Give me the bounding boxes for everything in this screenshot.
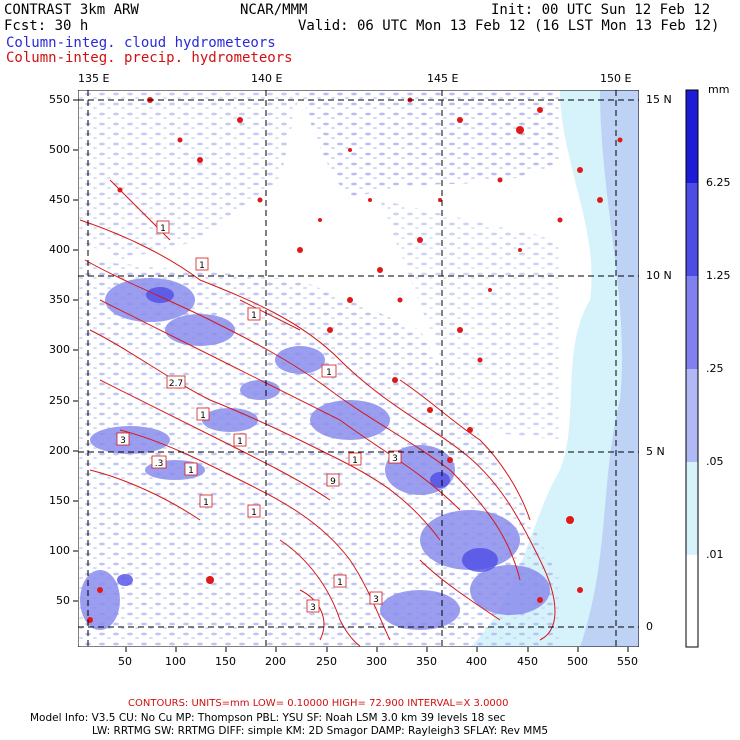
y-tick-label: 200 [49,444,70,457]
svg-text:1: 1 [352,456,358,466]
y-tick-label: 100 [49,544,70,557]
model-info-line2: LW: RRTMG SW: RRTMG DIFF: simple KM: 2D … [92,725,549,737]
lon-label-140: 140 E [251,72,283,85]
cloud-field-label: Column-integ. cloud hydrometeors [6,35,276,51]
y-tick-label: 450 [49,193,70,206]
colorbar-level: 6.25 [706,176,731,189]
svg-text:1: 1 [200,411,206,421]
svg-text:3: 3 [310,603,316,613]
colorbar-unit: mm [708,83,730,96]
colorbar-swatch-6 [686,555,698,647]
svg-text:1: 1 [337,578,343,588]
svg-text:1: 1 [188,466,194,476]
lon-label-150: 150 E [600,72,632,85]
y-tick-label: 500 [49,143,70,156]
x-tick-label: 150 [215,655,236,668]
contour-labels: 1 1 1 1 2.7 1 3 1 .3 1 9 1 3 1 1 3 1 3 [116,220,402,613]
lat-label-15n: 15 N [646,93,672,106]
x-tick-label: 50 [118,655,132,668]
colorbar-swatch-3 [686,276,698,369]
svg-text:.3: .3 [155,459,164,469]
y-tick-label: 150 [49,494,70,507]
colorbar-swatch-4 [686,369,698,462]
svg-text:1: 1 [199,261,205,271]
organization: NCAR/MMM [240,2,308,18]
x-tick-label: 200 [265,655,286,668]
colorbar [685,89,699,648]
precip-field-label: Column-integ. precip. hydrometeors [6,50,293,66]
x-tick-label: 100 [165,655,186,668]
model-info-line1: Model Info: V3.5 CU: No Cu MP: Thompson … [30,712,506,724]
forecast-hour: Fcst: 30 h [4,18,89,34]
lat-label-0: 0 [646,620,653,633]
colorbar-level: .05 [706,455,724,468]
y-tick-label: 300 [49,343,70,356]
y-tick-label: 400 [49,243,70,256]
colorbar-swatch-5 [686,462,698,555]
svg-text:3: 3 [373,595,379,605]
x-tick-label: 350 [416,655,437,668]
x-tick-label: 400 [466,655,487,668]
svg-text:3: 3 [120,436,126,446]
colorbar-level: .01 [706,548,724,561]
svg-text:1: 1 [203,498,209,508]
y-tick-label: 550 [49,93,70,106]
lat-label-10n: 10 N [646,269,672,282]
y-tick-label: 50 [56,594,70,607]
contours-info: CONTOURS: UNITS=mm LOW= 0.10000 HIGH= 72… [128,698,509,709]
map-plot-area: 1 1 1 1 2.7 1 3 1 .3 1 9 1 3 1 1 3 1 3 [78,90,639,647]
valid-time: Valid: 06 UTC Mon 13 Feb 12 (16 LST Mon … [298,18,720,34]
x-tick-label: 250 [316,655,337,668]
init-time: Init: 00 UTC Sun 12 Feb 12 [491,2,711,18]
svg-text:1: 1 [251,311,257,321]
lon-label-145: 145 E [427,72,459,85]
colorbar-level: .25 [706,362,724,375]
svg-text:2.7: 2.7 [169,379,183,389]
svg-text:1: 1 [326,368,332,378]
colorbar-swatch-1 [686,90,698,183]
svg-text:1: 1 [251,508,257,518]
y-tick-label: 250 [49,394,70,407]
y-tick-label: 350 [49,293,70,306]
svg-text:3: 3 [392,454,398,464]
lat-label-5n: 5 N [646,445,665,458]
colorbar-level: 1.25 [706,269,731,282]
x-tick-label: 300 [366,655,387,668]
lon-label-135: 135 E [78,72,110,85]
svg-text:1: 1 [237,437,243,447]
x-tick-label: 500 [567,655,588,668]
svg-text:9: 9 [330,477,336,487]
plot-title: CONTRAST 3km ARW [4,2,139,18]
x-tick-label: 550 [617,655,638,668]
x-tick-label: 450 [517,655,538,668]
svg-text:1: 1 [160,224,166,234]
colorbar-swatch-2 [686,183,698,276]
